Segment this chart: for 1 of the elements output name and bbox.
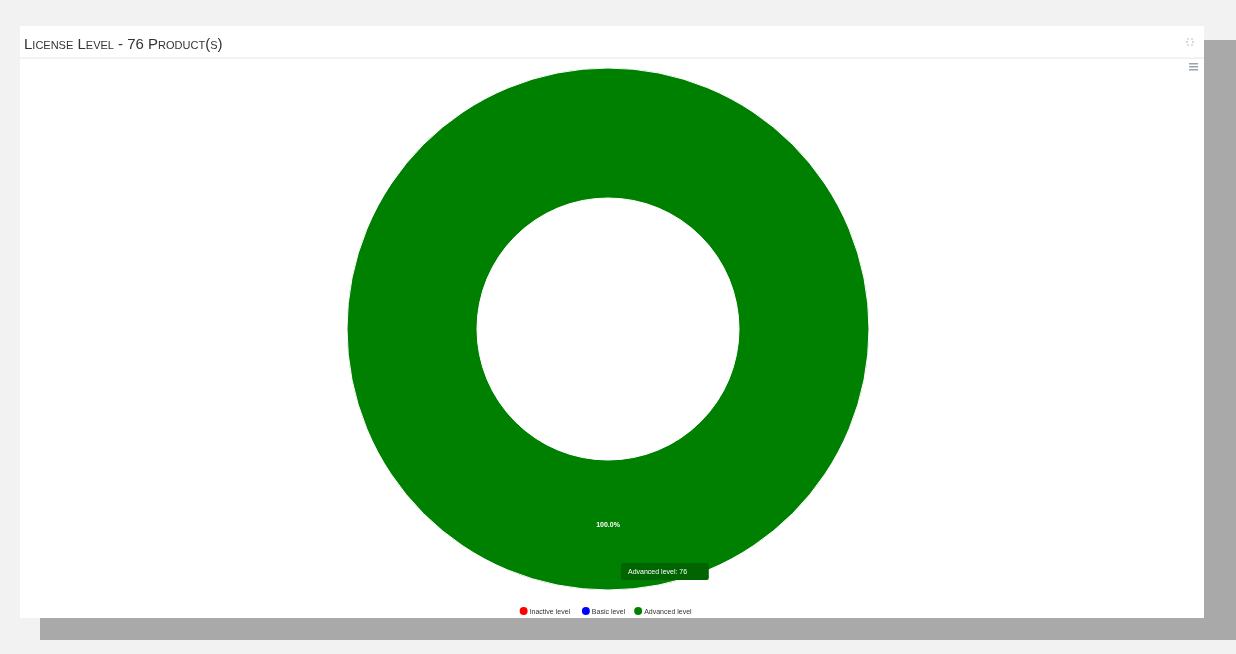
text: License Level - 76 Product(s) — [24, 35, 223, 52]
